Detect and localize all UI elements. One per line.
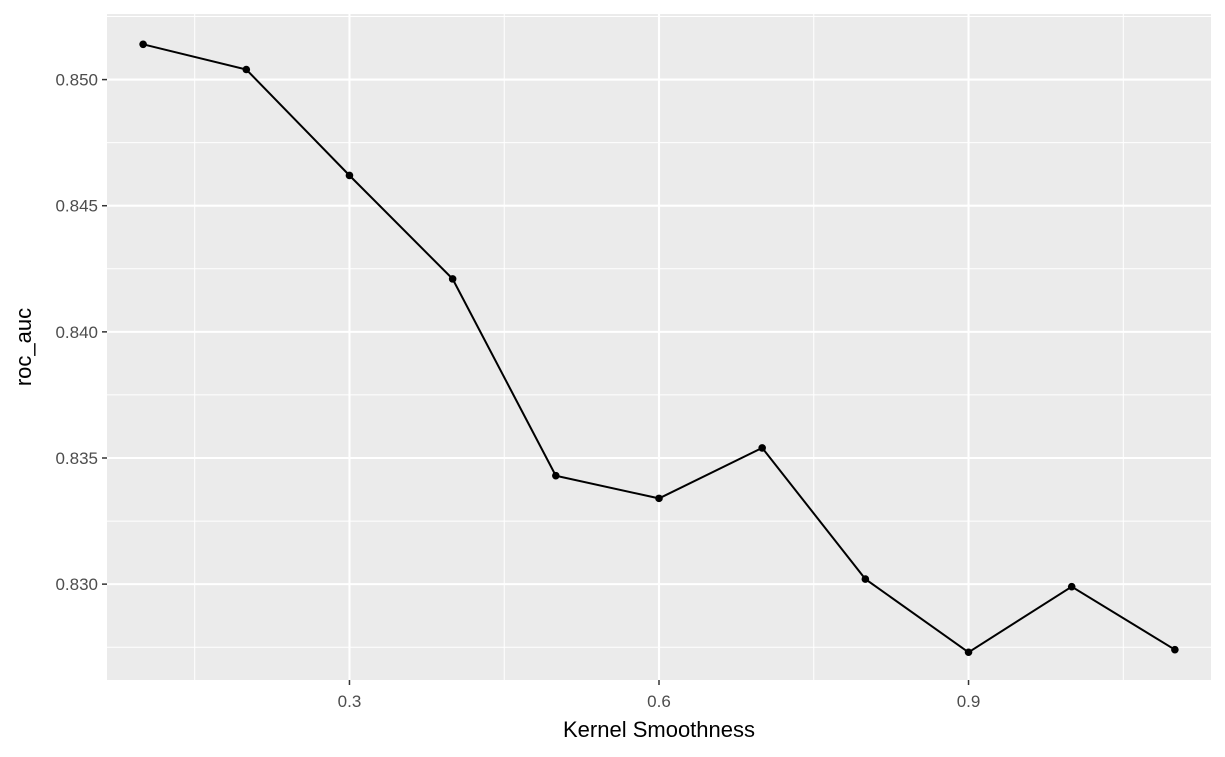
y-tick-label: 0.835 bbox=[55, 449, 98, 468]
data-series bbox=[139, 40, 1179, 657]
data-point bbox=[448, 275, 457, 283]
data-point bbox=[242, 65, 251, 74]
data-point bbox=[861, 575, 870, 583]
x-tick-label: 0.6 bbox=[647, 692, 671, 711]
data-point bbox=[964, 648, 973, 657]
data-point bbox=[552, 471, 560, 480]
y-tick-label: 0.850 bbox=[55, 71, 98, 90]
data-point bbox=[655, 494, 663, 503]
y-tick-label: 0.830 bbox=[55, 575, 98, 594]
major-gridlines bbox=[107, 14, 1211, 680]
x-axis-title: Kernel Smoothness bbox=[563, 717, 755, 742]
data-point bbox=[1171, 645, 1179, 654]
y-axis-ticks: 0.830 0.835 0.840 0.845 0.850 bbox=[55, 71, 107, 594]
data-point bbox=[139, 40, 147, 49]
data-point bbox=[758, 444, 766, 452]
y-tick-label: 0.845 bbox=[55, 197, 98, 216]
x-tick-label: 0.3 bbox=[338, 692, 362, 711]
data-point bbox=[1067, 582, 1076, 591]
y-tick-label: 0.840 bbox=[55, 323, 98, 342]
y-axis-title: roc_auc bbox=[11, 308, 36, 386]
x-axis-ticks: 0.3 0.6 0.9 bbox=[338, 680, 981, 711]
x-tick-label: 0.9 bbox=[957, 692, 981, 711]
data-point bbox=[345, 171, 354, 180]
